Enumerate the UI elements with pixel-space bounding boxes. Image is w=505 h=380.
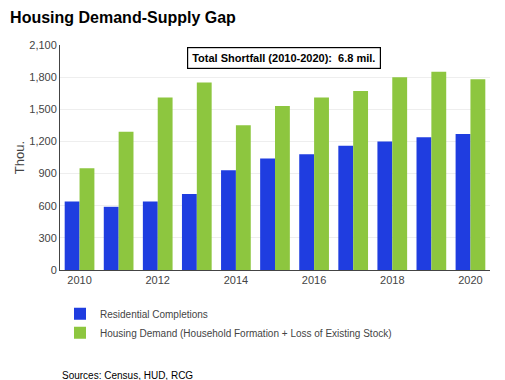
svg-text:2020: 2020 bbox=[458, 274, 482, 286]
svg-text:Thou.: Thou. bbox=[12, 141, 27, 174]
svg-text:300: 300 bbox=[38, 232, 56, 244]
svg-text:2,100: 2,100 bbox=[29, 39, 57, 51]
svg-text:Sources: Census, HUD, RCG: Sources: Census, HUD, RCG bbox=[62, 370, 193, 380]
svg-text:2016: 2016 bbox=[302, 274, 326, 286]
svg-text:2018: 2018 bbox=[380, 274, 404, 286]
svg-text:600: 600 bbox=[38, 200, 56, 212]
svg-text:1,500: 1,500 bbox=[29, 103, 57, 115]
svg-text:1,200: 1,200 bbox=[29, 135, 57, 147]
svg-text:Total Shortfall (2010-2020):: Total Shortfall (2010-2020): 6.8 mil. bbox=[192, 52, 375, 64]
svg-text:1,800: 1,800 bbox=[29, 71, 57, 83]
svg-text:900: 900 bbox=[38, 167, 56, 179]
svg-text:Housing Demand-Supply Gap: Housing Demand-Supply Gap bbox=[10, 9, 236, 26]
svg-text:Residential Completions: Residential Completions bbox=[100, 309, 208, 320]
svg-text:2012: 2012 bbox=[145, 274, 169, 286]
svg-text:2014: 2014 bbox=[224, 274, 248, 286]
svg-text:0: 0 bbox=[51, 264, 57, 276]
svg-text:2010: 2010 bbox=[67, 274, 91, 286]
svg-text:Housing Demand (Household Form: Housing Demand (Household Formation + Lo… bbox=[100, 328, 392, 339]
